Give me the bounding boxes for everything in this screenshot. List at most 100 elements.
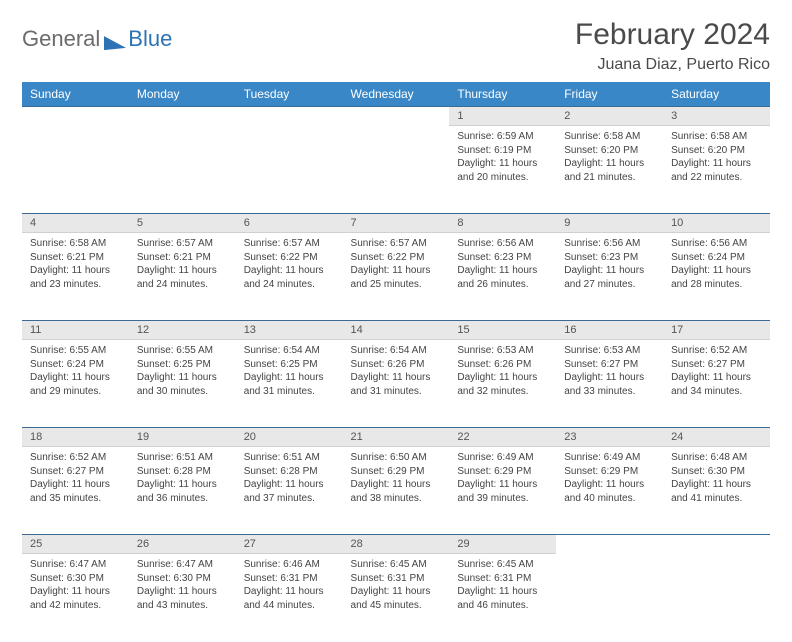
day-content-cell (663, 554, 770, 642)
sunset-text: Sunset: 6:19 PM (457, 144, 548, 158)
sunset-text: Sunset: 6:31 PM (244, 572, 335, 586)
daylight-text: Daylight: 11 hours and 44 minutes. (244, 585, 335, 612)
day-content-cell: Sunrise: 6:56 AMSunset: 6:24 PMDaylight:… (663, 233, 770, 321)
sunset-text: Sunset: 6:22 PM (244, 251, 335, 265)
day-number-cell: 7 (343, 214, 450, 233)
daylight-text: Daylight: 11 hours and 45 minutes. (351, 585, 442, 612)
daylight-text: Daylight: 11 hours and 26 minutes. (457, 264, 548, 291)
sunrise-text: Sunrise: 6:47 AM (137, 558, 228, 572)
daylight-text: Daylight: 11 hours and 42 minutes. (30, 585, 121, 612)
sunset-text: Sunset: 6:24 PM (30, 358, 121, 372)
weekday-tuesday: Tuesday (236, 82, 343, 107)
day-content-cell: Sunrise: 6:49 AMSunset: 6:29 PMDaylight:… (449, 447, 556, 535)
sunrise-text: Sunrise: 6:45 AM (457, 558, 548, 572)
weekday-header-row: Sunday Monday Tuesday Wednesday Thursday… (22, 82, 770, 107)
day-content-cell: Sunrise: 6:58 AMSunset: 6:20 PMDaylight:… (556, 126, 663, 214)
day-content-cell: Sunrise: 6:57 AMSunset: 6:22 PMDaylight:… (236, 233, 343, 321)
sunset-text: Sunset: 6:22 PM (351, 251, 442, 265)
daynum-row: 2526272829 (22, 535, 770, 554)
sunset-text: Sunset: 6:30 PM (30, 572, 121, 586)
sunrise-text: Sunrise: 6:53 AM (564, 344, 655, 358)
day-content-cell: Sunrise: 6:48 AMSunset: 6:30 PMDaylight:… (663, 447, 770, 535)
sunrise-text: Sunrise: 6:58 AM (671, 130, 762, 144)
sunset-text: Sunset: 6:31 PM (351, 572, 442, 586)
day-number-cell: 29 (449, 535, 556, 554)
calendar-table: Sunday Monday Tuesday Wednesday Thursday… (22, 82, 770, 642)
daylight-text: Daylight: 11 hours and 35 minutes. (30, 478, 121, 505)
day-number-cell: 27 (236, 535, 343, 554)
day-number-cell: 15 (449, 321, 556, 340)
day-content-cell: Sunrise: 6:57 AMSunset: 6:22 PMDaylight:… (343, 233, 450, 321)
sunrise-text: Sunrise: 6:56 AM (457, 237, 548, 251)
weekday-friday: Friday (556, 82, 663, 107)
sunrise-text: Sunrise: 6:51 AM (137, 451, 228, 465)
sunrise-text: Sunrise: 6:52 AM (30, 451, 121, 465)
sunrise-text: Sunrise: 6:50 AM (351, 451, 442, 465)
day-number-cell: 25 (22, 535, 129, 554)
day-content-cell (343, 126, 450, 214)
daylight-text: Daylight: 11 hours and 25 minutes. (351, 264, 442, 291)
day-number-cell (556, 535, 663, 554)
day-content-cell (556, 554, 663, 642)
day-content-cell: Sunrise: 6:45 AMSunset: 6:31 PMDaylight:… (449, 554, 556, 642)
day-content-cell: Sunrise: 6:45 AMSunset: 6:31 PMDaylight:… (343, 554, 450, 642)
day-content-cell: Sunrise: 6:57 AMSunset: 6:21 PMDaylight:… (129, 233, 236, 321)
daynum-row: 45678910 (22, 214, 770, 233)
daylight-text: Daylight: 11 hours and 38 minutes. (351, 478, 442, 505)
sunset-text: Sunset: 6:28 PM (137, 465, 228, 479)
day-content-cell: Sunrise: 6:50 AMSunset: 6:29 PMDaylight:… (343, 447, 450, 535)
sunset-text: Sunset: 6:23 PM (457, 251, 548, 265)
daylight-text: Daylight: 11 hours and 31 minutes. (351, 371, 442, 398)
content-row: Sunrise: 6:47 AMSunset: 6:30 PMDaylight:… (22, 554, 770, 642)
day-content-cell: Sunrise: 6:56 AMSunset: 6:23 PMDaylight:… (449, 233, 556, 321)
sunset-text: Sunset: 6:25 PM (244, 358, 335, 372)
day-number-cell: 13 (236, 321, 343, 340)
sunrise-text: Sunrise: 6:45 AM (351, 558, 442, 572)
title-block: February 2024 Juana Diaz, Puerto Rico (575, 18, 770, 74)
daylight-text: Daylight: 11 hours and 41 minutes. (671, 478, 762, 505)
sunset-text: Sunset: 6:26 PM (457, 358, 548, 372)
daylight-text: Daylight: 11 hours and 24 minutes. (137, 264, 228, 291)
day-number-cell: 22 (449, 428, 556, 447)
day-number-cell (663, 535, 770, 554)
daynum-row: 18192021222324 (22, 428, 770, 447)
sunrise-text: Sunrise: 6:58 AM (564, 130, 655, 144)
daynum-row: 11121314151617 (22, 321, 770, 340)
day-content-cell: Sunrise: 6:52 AMSunset: 6:27 PMDaylight:… (663, 340, 770, 428)
weekday-sunday: Sunday (22, 82, 129, 107)
day-number-cell: 5 (129, 214, 236, 233)
day-content-cell: Sunrise: 6:54 AMSunset: 6:25 PMDaylight:… (236, 340, 343, 428)
sunrise-text: Sunrise: 6:57 AM (244, 237, 335, 251)
weekday-wednesday: Wednesday (343, 82, 450, 107)
sunrise-text: Sunrise: 6:56 AM (671, 237, 762, 251)
sunset-text: Sunset: 6:23 PM (564, 251, 655, 265)
day-content-cell: Sunrise: 6:55 AMSunset: 6:25 PMDaylight:… (129, 340, 236, 428)
sunset-text: Sunset: 6:29 PM (564, 465, 655, 479)
day-content-cell: Sunrise: 6:59 AMSunset: 6:19 PMDaylight:… (449, 126, 556, 214)
sunrise-text: Sunrise: 6:52 AM (671, 344, 762, 358)
day-number-cell: 3 (663, 107, 770, 126)
daylight-text: Daylight: 11 hours and 34 minutes. (671, 371, 762, 398)
sunrise-text: Sunrise: 6:53 AM (457, 344, 548, 358)
logo-text-general: General (22, 26, 100, 52)
daylight-text: Daylight: 11 hours and 43 minutes. (137, 585, 228, 612)
location: Juana Diaz, Puerto Rico (575, 56, 770, 74)
day-content-cell: Sunrise: 6:51 AMSunset: 6:28 PMDaylight:… (129, 447, 236, 535)
day-number-cell (343, 107, 450, 126)
day-number-cell: 16 (556, 321, 663, 340)
day-number-cell: 18 (22, 428, 129, 447)
day-content-cell (22, 126, 129, 214)
day-number-cell: 12 (129, 321, 236, 340)
day-number-cell: 21 (343, 428, 450, 447)
sunset-text: Sunset: 6:26 PM (351, 358, 442, 372)
day-number-cell: 9 (556, 214, 663, 233)
daylight-text: Daylight: 11 hours and 36 minutes. (137, 478, 228, 505)
daylight-text: Daylight: 11 hours and 39 minutes. (457, 478, 548, 505)
day-content-cell: Sunrise: 6:46 AMSunset: 6:31 PMDaylight:… (236, 554, 343, 642)
sunrise-text: Sunrise: 6:54 AM (244, 344, 335, 358)
content-row: Sunrise: 6:55 AMSunset: 6:24 PMDaylight:… (22, 340, 770, 428)
day-number-cell (129, 107, 236, 126)
month-title: February 2024 (575, 18, 770, 52)
day-content-cell: Sunrise: 6:58 AMSunset: 6:20 PMDaylight:… (663, 126, 770, 214)
day-number-cell: 20 (236, 428, 343, 447)
